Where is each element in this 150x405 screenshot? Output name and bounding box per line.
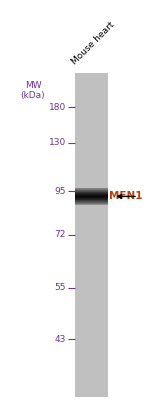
Bar — [75, 195, 108, 196]
Bar — [75, 190, 108, 191]
Bar — [75, 73, 108, 397]
Bar — [75, 204, 108, 205]
Bar — [75, 200, 108, 201]
Bar — [75, 198, 108, 199]
Bar — [75, 191, 108, 192]
Bar — [75, 199, 108, 200]
Text: 180: 180 — [49, 103, 66, 112]
Bar — [75, 189, 108, 190]
Bar — [75, 201, 108, 202]
Bar — [75, 188, 108, 189]
Text: Mouse heart: Mouse heart — [70, 21, 116, 67]
Bar — [75, 203, 108, 204]
Bar — [75, 196, 108, 197]
Bar — [75, 197, 108, 198]
Bar — [75, 192, 108, 193]
Bar — [75, 193, 108, 194]
Text: 130: 130 — [49, 138, 66, 147]
Text: MFN1: MFN1 — [109, 192, 142, 201]
Bar — [75, 194, 108, 195]
Text: MW
(kDa): MW (kDa) — [21, 81, 45, 100]
Text: 95: 95 — [54, 187, 66, 196]
Text: 72: 72 — [55, 230, 66, 239]
Text: 43: 43 — [55, 335, 66, 344]
Text: 55: 55 — [54, 283, 66, 292]
Bar — [75, 202, 108, 203]
